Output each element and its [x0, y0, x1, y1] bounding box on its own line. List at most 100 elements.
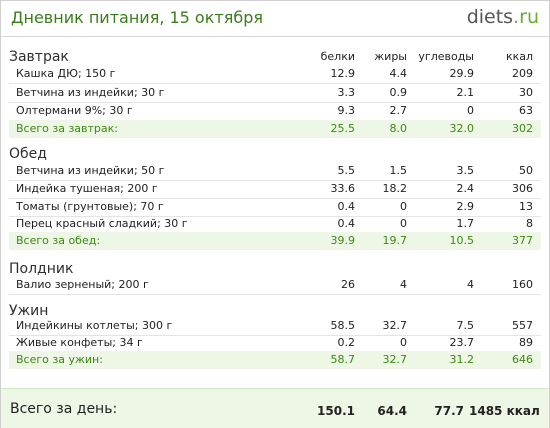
carbs-value: 2.9	[456, 200, 475, 213]
protein-value: 33.6	[330, 182, 356, 195]
food-label: Живые конфеты; 34 г	[16, 336, 143, 349]
carbs-value: 4	[467, 278, 474, 291]
kcal-total: 377	[512, 234, 533, 247]
protein-value: 26	[341, 278, 355, 291]
carbs-value: 2.4	[456, 182, 475, 195]
header-divider	[1, 36, 549, 37]
day-total-label: Всего за день:	[10, 401, 118, 417]
carbs-value: 0	[467, 104, 474, 117]
food-label: Валио зерненый; 200 г	[16, 278, 149, 291]
protein-total: 25.5	[330, 122, 356, 135]
food-row: Кашка ДЮ; 150 г 12.9 4.4 29.9 209	[9, 65, 541, 84]
fat-value: 4	[400, 278, 407, 291]
total-label: Всего за завтрак:	[16, 122, 119, 135]
carbs-value: 1.7	[456, 217, 475, 230]
fat-value: 1.5	[389, 164, 408, 177]
section-title: Ужин	[9, 303, 49, 319]
header: Дневник питания, 15 октября diets.ru	[1, 1, 549, 37]
kcal-value: 306	[512, 182, 533, 195]
food-row: Томаты (грунтовые); 70 г 0.4 0 2.9 13	[9, 198, 541, 217]
day-fat-total: 64.4	[377, 404, 407, 418]
protein-value: 5.5	[337, 164, 356, 177]
food-label: Индейка тушеная; 200 г	[16, 182, 158, 195]
kcal-value: 209	[512, 67, 533, 80]
food-label: Томаты (грунтовые); 70 г	[16, 200, 164, 213]
kcal-value: 557	[512, 319, 533, 332]
fat-value: 4.4	[389, 67, 408, 80]
carbs-value: 3.5	[456, 164, 475, 177]
section-title: Полдник	[9, 261, 74, 277]
fat-total: 8.0	[389, 122, 408, 135]
food-row: Олтермани 9%; 30 г 9.3 2.7 0 63	[9, 102, 541, 121]
fat-value: 0	[400, 336, 407, 349]
carbs-value: 29.9	[449, 67, 475, 80]
food-row: Индейка тушеная; 200 г 33.6 18.2 2.4 306	[9, 180, 541, 199]
site-logo[interactable]: diets.ru	[467, 6, 539, 28]
fat-value: 0	[400, 217, 407, 230]
fat-value: 0	[400, 200, 407, 213]
kcal-total: 646	[512, 353, 533, 366]
column-headers: белки жиры углеводы ккал	[9, 50, 541, 64]
food-row: Ветчина из индейки; 30 г 3.3 0.9 2.1 30	[9, 84, 541, 103]
section-total-row: Всего за ужин: 58.7 32.7 31.2 646	[9, 351, 541, 369]
protein-value: 9.3	[337, 104, 356, 117]
kcal-value: 50	[519, 164, 533, 177]
section-title: Обед	[9, 146, 47, 162]
day-total-row: Всего за день: 150.1 64.4 77.7 1485 ккал	[1, 388, 549, 428]
carbs-value: 7.5	[456, 319, 475, 332]
col-fat: жиры	[374, 50, 407, 63]
section-header-lunch: Обед	[9, 143, 541, 162]
kcal-value: 13	[519, 200, 533, 213]
fat-value: 0.9	[389, 86, 408, 99]
day-kcal-total: 1485 ккал	[469, 404, 540, 418]
protein-value: 3.3	[337, 86, 356, 99]
kcal-value: 30	[519, 86, 533, 99]
fat-value: 2.7	[389, 104, 408, 117]
kcal-value: 89	[519, 336, 533, 349]
fat-value: 18.2	[382, 182, 408, 195]
protein-value: 58.5	[330, 319, 356, 332]
section-header-breakfast: Завтрак	[9, 46, 541, 65]
carbs-total: 10.5	[449, 234, 475, 247]
carbs-value: 23.7	[449, 336, 475, 349]
protein-value: 12.9	[330, 67, 356, 80]
food-label: Ветчина из индейки; 30 г	[16, 86, 165, 99]
section-title: Завтрак	[9, 49, 69, 65]
day-carbs-total: 77.7	[434, 404, 464, 418]
food-row: Ветчина из индейки; 50 г 5.5 1.5 3.5 50	[9, 162, 541, 181]
section-header-dinner: Ужин	[9, 300, 541, 319]
food-label: Индейкины котлеты; 300 г	[16, 319, 173, 332]
food-label: Перец красный сладкий; 30 г	[16, 217, 188, 230]
protein-total: 39.9	[330, 234, 356, 247]
carbs-value: 2.1	[456, 86, 475, 99]
col-kcal: ккал	[505, 50, 533, 63]
kcal-value: 160	[512, 278, 533, 291]
logo-text: diets	[466, 6, 514, 28]
kcal-value: 63	[519, 104, 533, 117]
kcal-value: 8	[526, 217, 533, 230]
protein-value: 0.4	[337, 200, 356, 213]
col-carbs: углеводы	[418, 50, 474, 63]
food-label: Кашка ДЮ; 150 г	[16, 67, 116, 80]
food-row: Валио зерненый; 200 г 26 4 4 160	[9, 276, 541, 295]
col-protein: белки	[320, 50, 355, 63]
logo-domain: .ru	[513, 6, 539, 28]
protein-value: 0.4	[337, 217, 356, 230]
page-title: Дневник питания, 15 октября	[11, 8, 263, 27]
carbs-total: 31.2	[449, 353, 475, 366]
total-label: Всего за ужин:	[16, 353, 103, 366]
food-label: Ветчина из индейки; 50 г	[16, 164, 165, 177]
kcal-total: 302	[512, 122, 533, 135]
protein-total: 58.7	[330, 353, 356, 366]
carbs-total: 32.0	[449, 122, 475, 135]
food-label: Олтермани 9%; 30 г	[16, 104, 133, 117]
section-header-snack: Полдник	[9, 258, 541, 277]
day-protein-total: 150.1	[317, 404, 355, 418]
section-total-row: Всего за завтрак: 25.5 8.0 32.0 302	[9, 120, 541, 138]
food-row: Индейкины котлеты; 300 г 58.5 32.7 7.5 5…	[9, 317, 541, 336]
fat-total: 19.7	[382, 234, 408, 247]
fat-value: 32.7	[382, 319, 408, 332]
section-total-row: Всего за обед: 39.9 19.7 10.5 377	[9, 232, 541, 250]
fat-total: 32.7	[382, 353, 408, 366]
